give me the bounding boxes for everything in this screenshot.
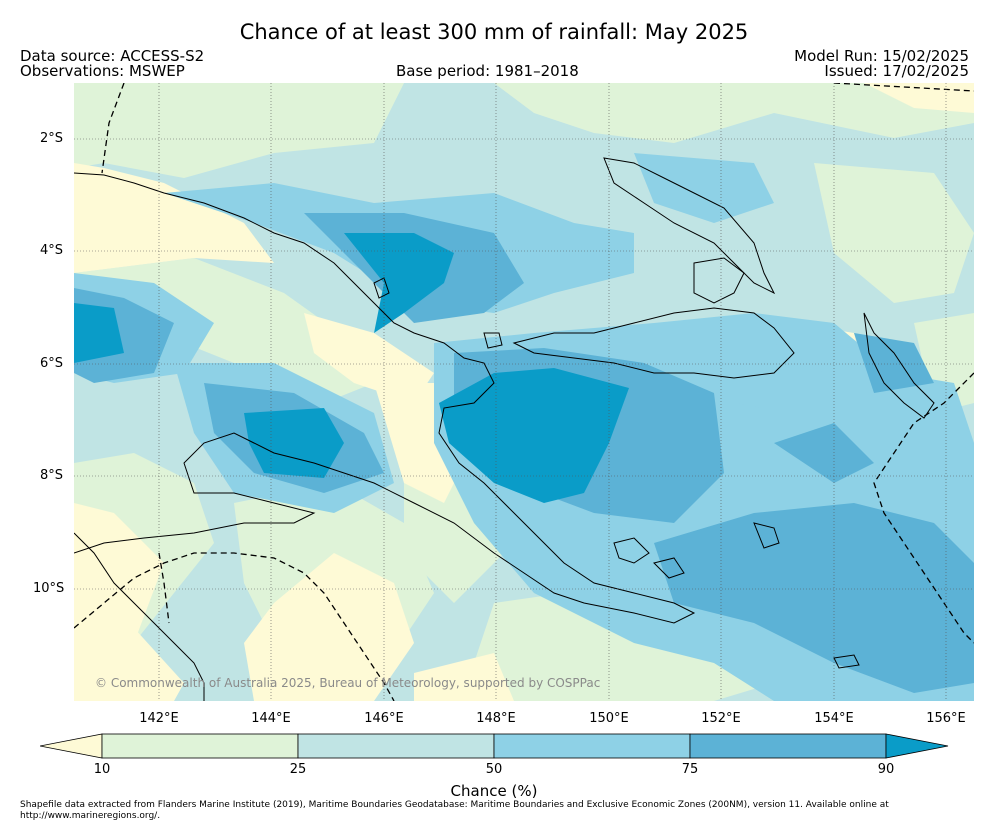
chart-title: Chance of at least 300 mm of rainfall: M… <box>239 20 749 44</box>
colorbar-segment-above-90 <box>885 733 949 759</box>
colorbar-segment-25-50 <box>297 733 495 759</box>
longitude-label: 156°E <box>926 711 966 726</box>
base-period-label: Base period: 1981–2018 <box>396 62 579 80</box>
colorbar-tick-label: 75 <box>681 762 699 777</box>
colorbar-label: Chance (%) <box>450 782 538 800</box>
colorbar-segment-10-25 <box>101 733 299 759</box>
latitude-label: 6°S <box>40 356 64 371</box>
latitude-label: 10°S <box>33 581 65 596</box>
longitude-label: 148°E <box>476 711 516 726</box>
rainfall-probability-map <box>74 83 974 701</box>
colorbar <box>40 733 949 759</box>
latitude-label: 4°S <box>40 243 64 258</box>
copyright-notice: © Commonwealth of Australia 2025, Bureau… <box>95 676 601 690</box>
model-run-label: Model Run: 15/02/2025 <box>794 47 969 65</box>
longitude-label: 142°E <box>139 711 179 726</box>
gridlines <box>74 83 974 701</box>
observations-label: Observations: MSWEP <box>20 62 185 80</box>
colorbar-segment-below-10 <box>40 733 103 759</box>
colorbar-segment-75-90 <box>689 733 887 759</box>
maritime-boundaries <box>74 83 974 701</box>
latitude-label: 2°S <box>40 131 64 146</box>
longitude-label: 154°E <box>814 711 854 726</box>
colorbar-tick-label: 90 <box>877 762 895 777</box>
longitude-label: 146°E <box>364 711 404 726</box>
latitude-label: 8°S <box>40 468 64 483</box>
zone-above-90 <box>74 233 629 503</box>
colorbar-tick-label: 10 <box>93 762 111 777</box>
data-source-label: Data source: ACCESS-S2 <box>20 47 205 65</box>
issued-label: Issued: 17/02/2025 <box>824 62 969 80</box>
coastlines <box>74 157 935 701</box>
colorbar-tick-label: 50 <box>485 762 503 777</box>
longitude-label: 144°E <box>251 711 291 726</box>
longitude-label: 150°E <box>589 711 629 726</box>
footnote: Shapefile data extracted from Flanders M… <box>20 800 889 821</box>
colorbar-segment-50-75 <box>493 733 691 759</box>
colorbar-tick-label: 25 <box>289 762 307 777</box>
longitude-label: 152°E <box>701 711 741 726</box>
